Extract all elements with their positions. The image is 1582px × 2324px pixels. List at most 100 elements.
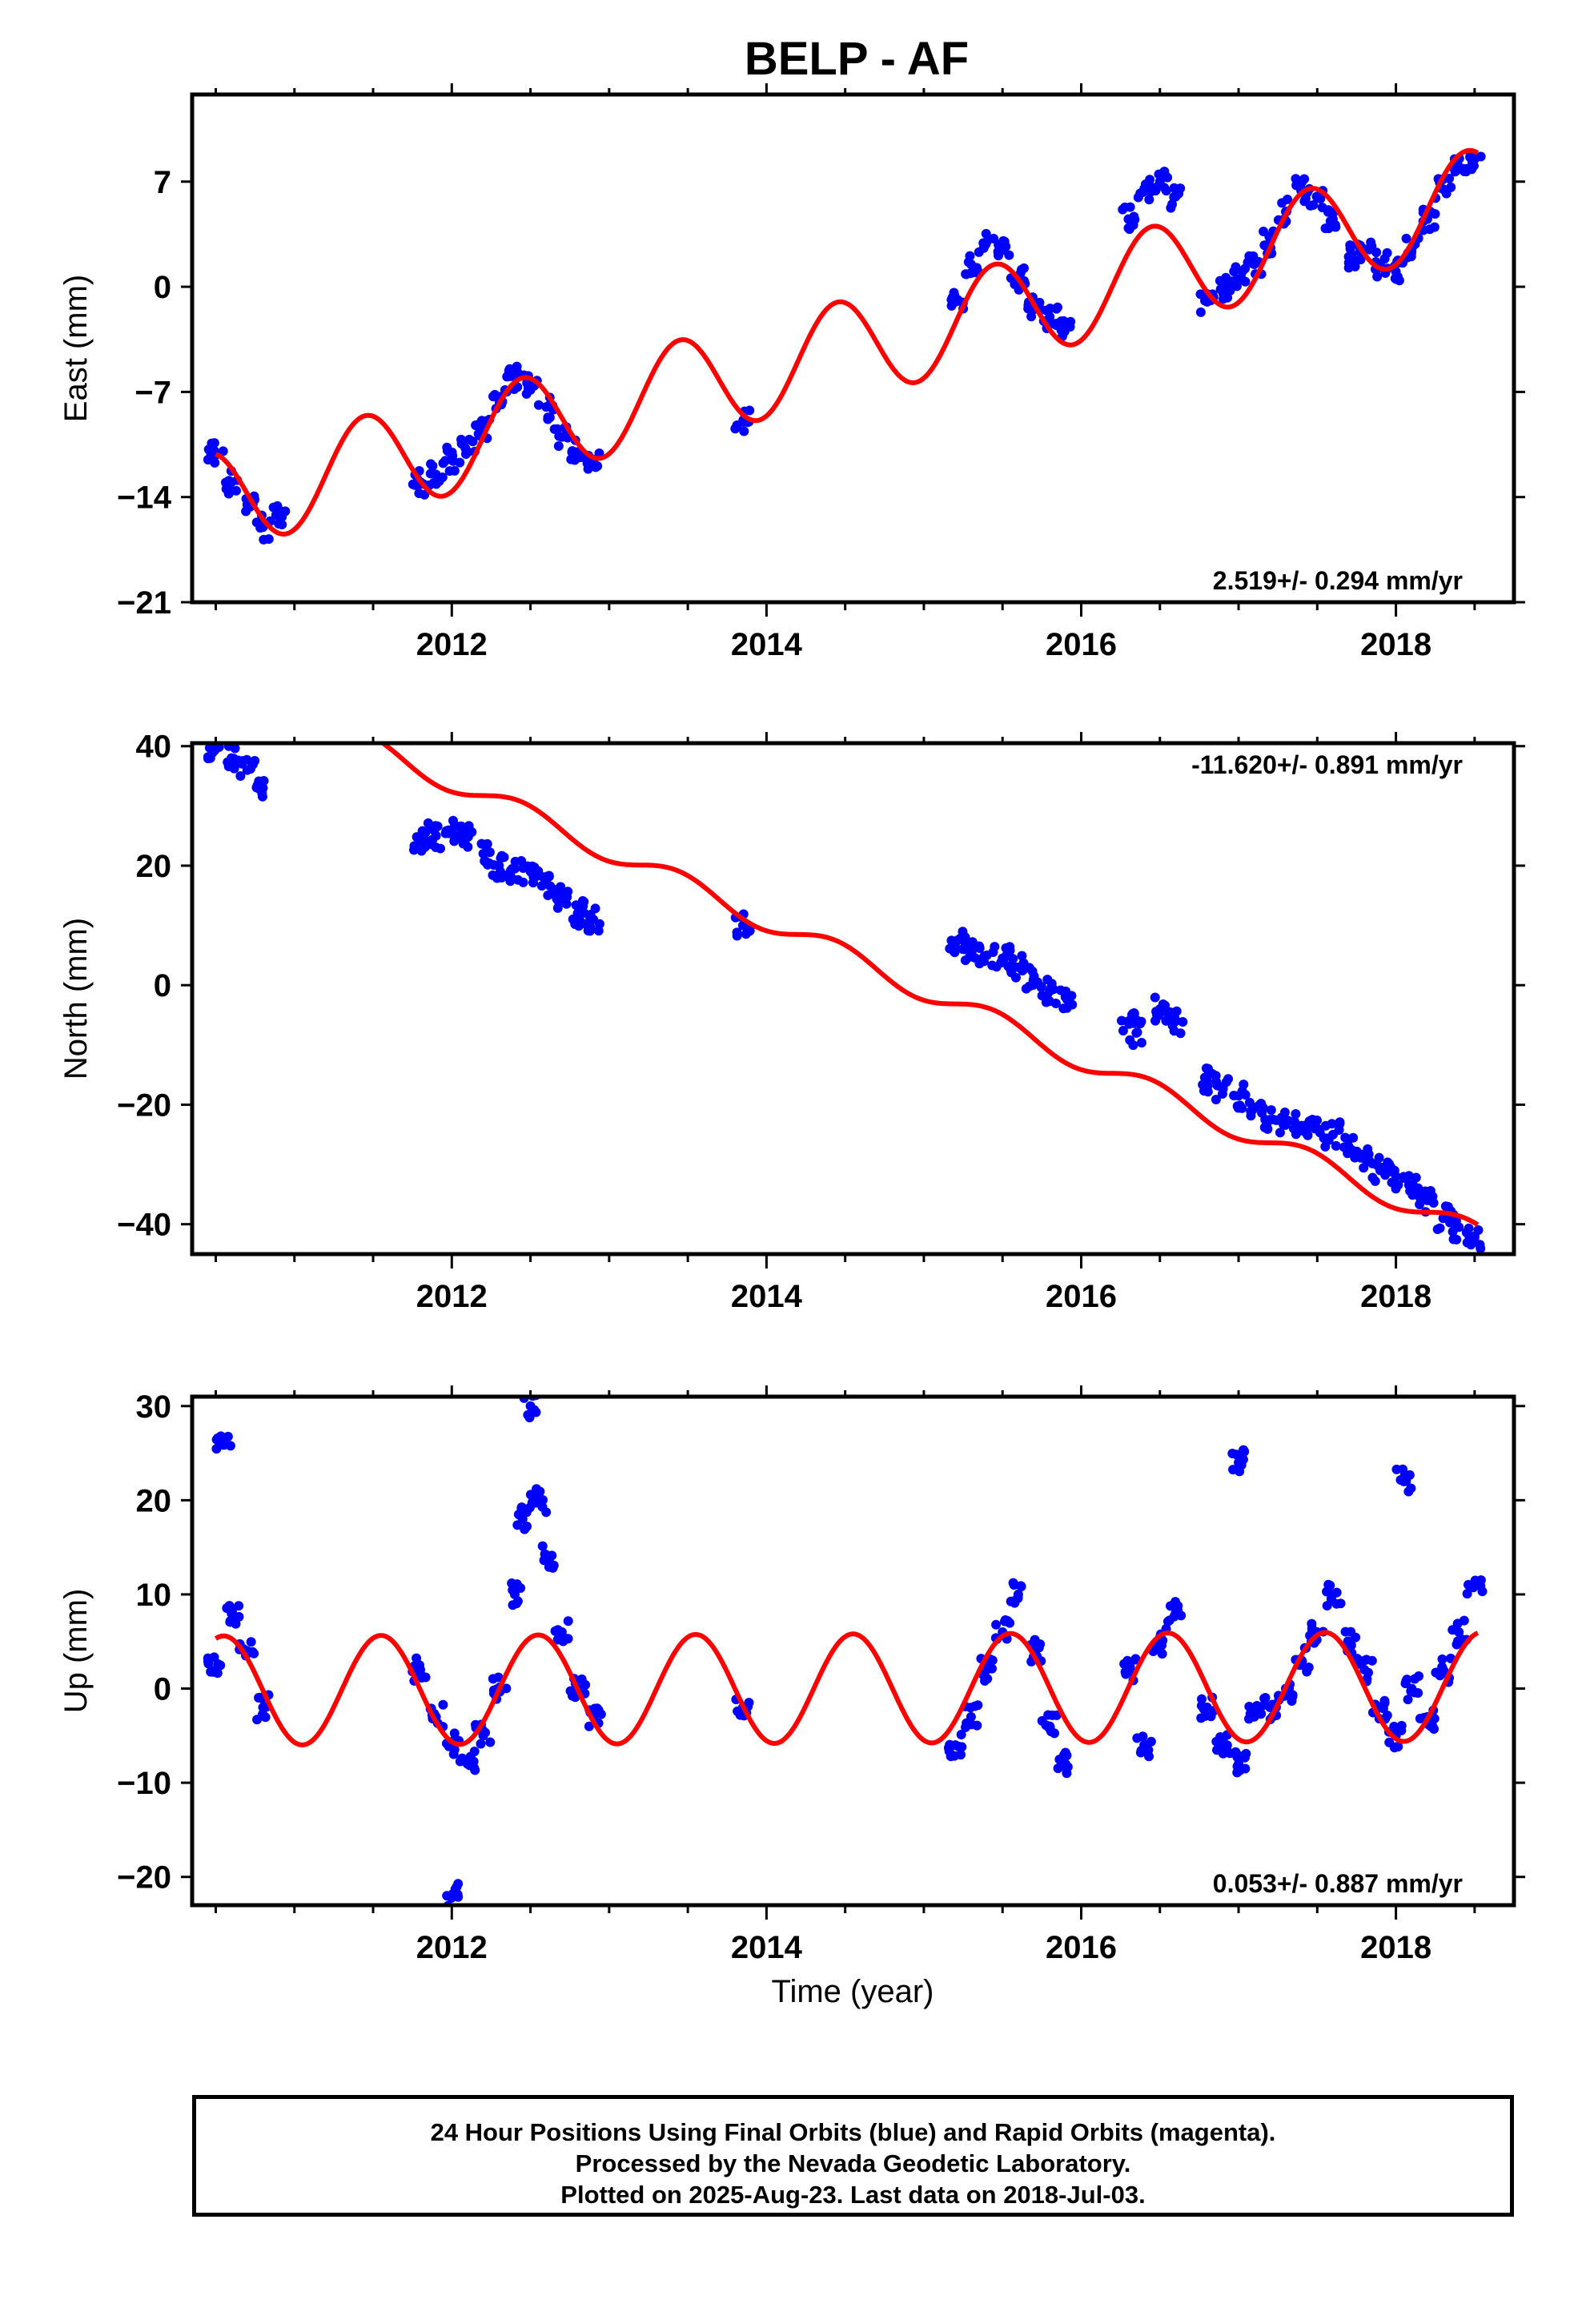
x-tick-label: 2012 [416,1279,488,1314]
data-point [1145,175,1155,185]
data-point [1343,1636,1353,1647]
x-tick-label: 2016 [1046,627,1117,662]
data-point [1138,187,1148,198]
data-point [1435,1223,1445,1233]
data-point [1232,1761,1243,1771]
data-point [1000,1615,1010,1626]
data-point [212,1433,223,1443]
data-point [1415,1713,1425,1723]
data-point [1462,1237,1472,1248]
data-point [1244,1701,1255,1711]
data-point [227,1615,238,1626]
data-point [428,834,438,845]
data-point [1054,1755,1065,1765]
data-point [476,838,487,849]
data-point [254,1692,264,1703]
data-point [1062,995,1072,1005]
data-point [426,459,436,469]
data-point [1196,1713,1207,1723]
y-tick-label: 0 [154,968,171,1003]
caption-line: 24 Hour Positions Using Final Orbits (bl… [430,2118,1276,2146]
data-point [591,462,601,472]
data-point [1211,1736,1222,1747]
x-tick-label: 2016 [1046,1279,1117,1314]
data-point [1229,1090,1239,1100]
data-point [1159,183,1170,193]
data-point [1144,195,1154,205]
data-point [1026,312,1037,322]
data-point [1215,275,1225,286]
data-point [209,1652,219,1663]
data-point [1401,233,1411,243]
data-point [1162,172,1173,183]
data-point [963,1719,974,1729]
data-point [1223,1074,1234,1084]
data-point [1358,1656,1368,1667]
data-point [1374,1152,1384,1163]
data-point [1062,1751,1072,1761]
data-point [1004,250,1014,260]
data-point [1130,215,1140,225]
data-point [1392,271,1403,282]
data-point [1222,1740,1232,1751]
data-point [1406,251,1416,262]
data-point [972,1720,982,1731]
data-point [458,838,468,849]
data-point [957,1742,967,1752]
data-point [1162,1008,1173,1019]
data-point [549,424,560,434]
data-point [1241,1748,1251,1759]
caption-line: Plotted on 2025-Aug-23. Last data on 201… [560,2181,1146,2209]
data-point [1150,1015,1161,1026]
data-point [502,372,512,382]
data-point [1125,202,1135,212]
data-point [416,846,427,856]
x-tick-label: 2014 [731,627,803,662]
data-point [440,456,451,466]
data-point [455,457,465,468]
y-axis-label: North (mm) [58,918,94,1080]
data-point [1327,1589,1337,1599]
data-point [448,1889,458,1900]
data-point [1229,267,1239,277]
data-point [1462,1589,1472,1599]
data-point [980,1675,990,1686]
data-point [1008,1578,1018,1588]
data-point [1171,1006,1182,1016]
data-point [981,228,991,239]
data-point [544,412,555,423]
data-point [1463,163,1473,174]
data-points [203,148,1486,545]
y-tick-label: −20 [117,1088,171,1123]
data-point [1389,1721,1399,1731]
data-point [956,1750,966,1760]
x-tick-label: 2018 [1360,1279,1431,1314]
data-point [732,927,742,938]
data-point [1307,1618,1317,1629]
data-point [1356,1149,1367,1160]
data-point [449,465,460,476]
data-point [1439,1666,1449,1676]
data-point [1198,1080,1208,1090]
data-point [979,239,990,250]
data-point [1407,1190,1418,1200]
data-point [1429,1714,1439,1724]
data-point [1232,1101,1243,1112]
data-point [946,300,957,311]
x-tick-label: 2018 [1360,627,1431,662]
data-point [960,932,970,943]
data-point [223,476,234,486]
data-point [531,1407,541,1417]
data-point [440,828,451,838]
data-point [432,821,443,831]
data-point [1045,304,1055,314]
data-point [1005,942,1015,952]
data-point [561,899,572,909]
data-point [476,1739,486,1749]
data-point [1251,1707,1261,1718]
data-point [1440,1201,1451,1212]
data-point [1266,1105,1276,1116]
data-point [521,1522,532,1532]
data-point [449,836,460,846]
data-point [1378,1703,1388,1714]
